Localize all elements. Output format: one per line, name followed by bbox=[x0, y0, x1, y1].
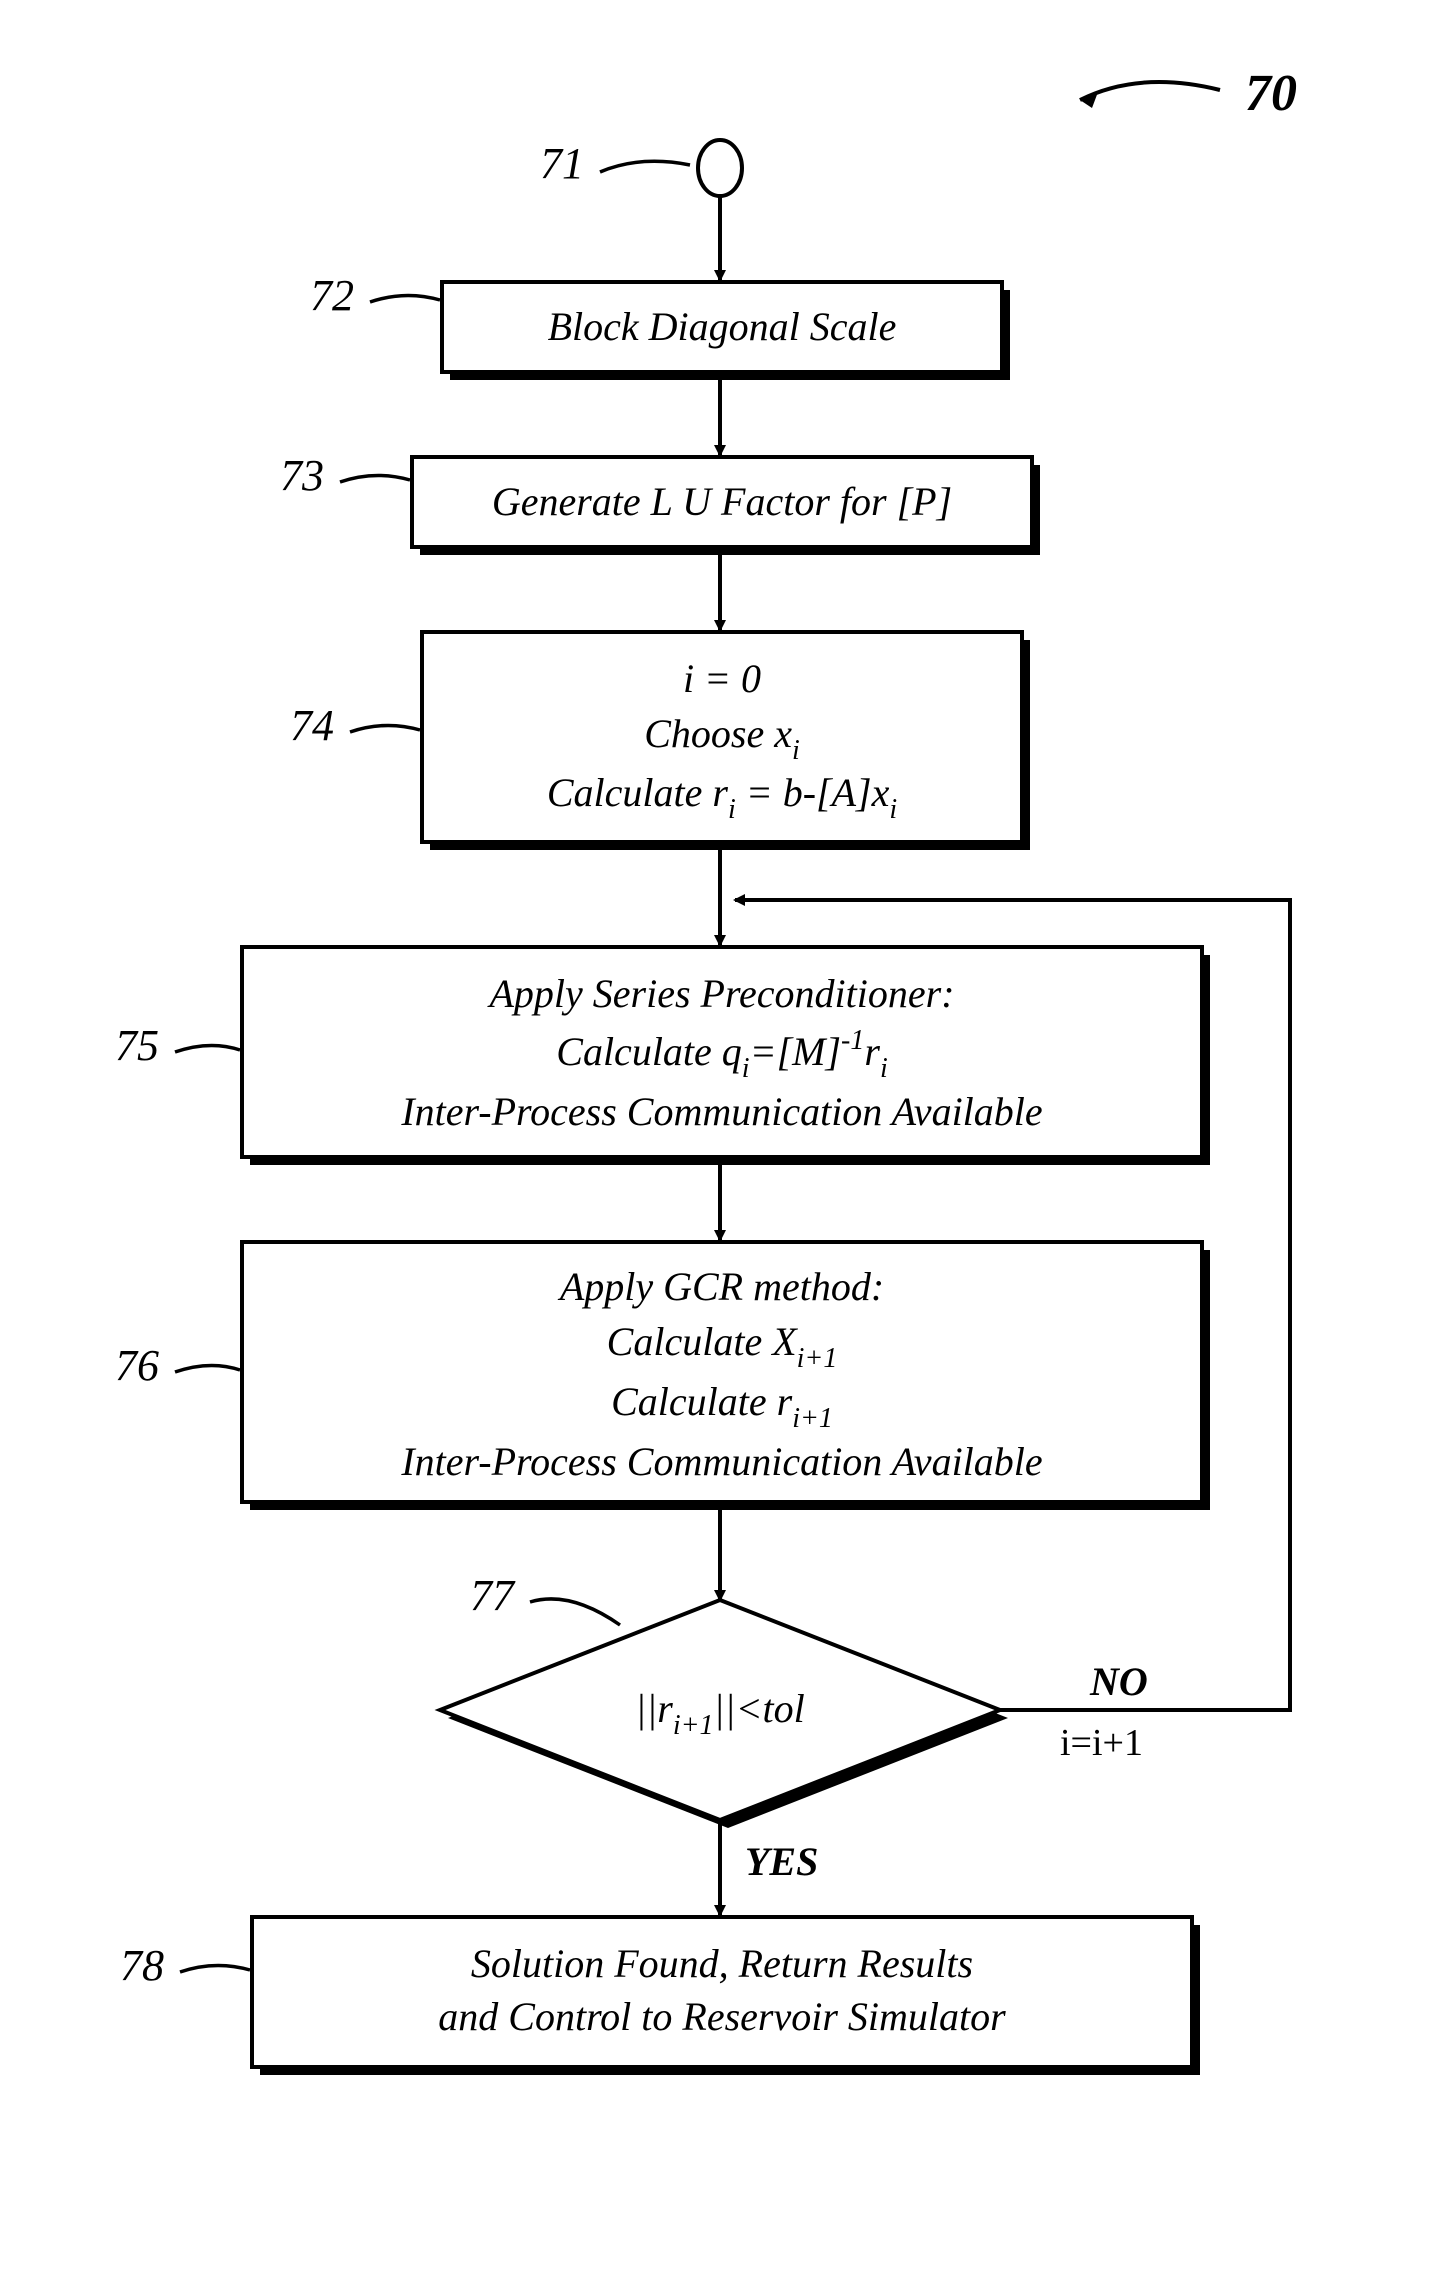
ref-78: 78 bbox=[120, 1941, 250, 1990]
svg-text:NO: NO bbox=[1089, 1659, 1148, 1704]
ref-74: 74 bbox=[290, 701, 420, 750]
decision: ||ri+1||<tol bbox=[440, 1600, 1008, 1828]
ref-76: 76 bbox=[115, 1341, 240, 1390]
svg-text:74: 74 bbox=[290, 701, 334, 750]
ref-73: 73 bbox=[280, 451, 410, 500]
box-lu: Generate L U Factor for [P] bbox=[412, 457, 1040, 555]
ref-72: 72 bbox=[310, 271, 440, 320]
svg-text:i=i+1: i=i+1 bbox=[1060, 1722, 1143, 1764]
ref-77: 77 bbox=[470, 1571, 620, 1625]
start-node bbox=[698, 140, 742, 196]
ref-71: 71 bbox=[540, 139, 690, 188]
box-gcr: Apply GCR method: Calculate Xi+1 Calcula… bbox=[242, 1242, 1210, 1510]
svg-text:Solution Found, Return Results: Solution Found, Return Results bbox=[471, 1941, 973, 1986]
yes-label: YES bbox=[745, 1839, 818, 1884]
svg-text:Generate L U Factor for [P]: Generate L U Factor for [P] bbox=[492, 479, 952, 524]
svg-text:78: 78 bbox=[120, 1941, 164, 1990]
box-result: Solution Found, Return Results and Contr… bbox=[252, 1917, 1200, 2075]
box-scale: Block Diagonal Scale bbox=[442, 282, 1010, 380]
box-init: i = 0 Choose xi Calculate ri = b-[A]xi bbox=[422, 632, 1030, 850]
svg-text:77: 77 bbox=[470, 1571, 516, 1620]
svg-text:and Control to Reservoir Simul: and Control to Reservoir Simulator bbox=[438, 1994, 1006, 2039]
ref-75: 75 bbox=[115, 1021, 240, 1070]
svg-text:73: 73 bbox=[280, 451, 324, 500]
title-ref: 70 bbox=[1080, 65, 1297, 122]
svg-text:Inter-Process Communication Av: Inter-Process Communication Available bbox=[400, 1089, 1042, 1134]
svg-text:72: 72 bbox=[310, 271, 354, 320]
svg-text:Inter-Process Communication Av: Inter-Process Communication Available bbox=[400, 1439, 1042, 1484]
svg-text:70: 70 bbox=[1245, 65, 1297, 122]
svg-text:Apply GCR method:: Apply GCR method: bbox=[557, 1264, 884, 1309]
svg-text:71: 71 bbox=[540, 139, 584, 188]
svg-text:Apply Series Preconditioner:: Apply Series Preconditioner: bbox=[486, 971, 954, 1016]
svg-text:76: 76 bbox=[115, 1341, 159, 1390]
svg-text:Block Diagonal Scale: Block Diagonal Scale bbox=[548, 304, 897, 349]
box-precond: Apply Series Preconditioner: Calculate q… bbox=[242, 947, 1210, 1165]
svg-text:i = 0: i = 0 bbox=[683, 656, 761, 701]
svg-text:75: 75 bbox=[115, 1021, 159, 1070]
